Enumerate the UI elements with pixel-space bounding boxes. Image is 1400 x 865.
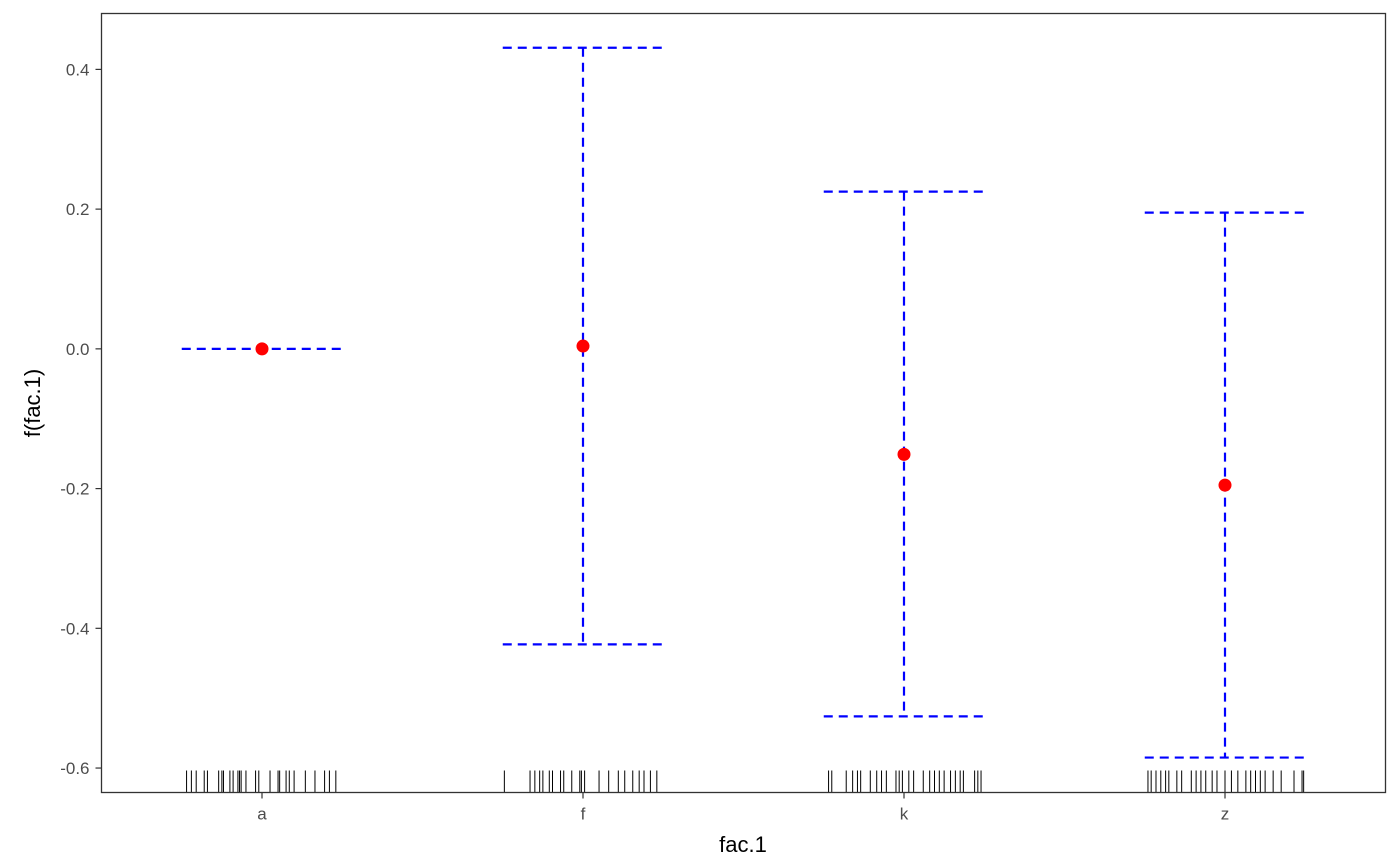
point-k — [897, 447, 911, 461]
x-tick-label-a: a — [257, 805, 267, 824]
point-layer — [255, 339, 1232, 492]
plot-panel-border — [100, 12, 1387, 794]
y-tick-label-0: 0.4 — [66, 60, 90, 79]
y-axis: 0.4 0.2 0.0 -0.2 -0.4 -0.6 — [60, 60, 102, 778]
y-tick-label-1: 0.2 — [66, 200, 90, 219]
point-f — [576, 339, 590, 353]
x-tick-label-f: f — [581, 805, 586, 824]
point-z — [1218, 478, 1232, 492]
x-tick-label-k: k — [900, 805, 909, 824]
plot-background — [101, 13, 1386, 793]
y-tick-label-2: 0.0 — [66, 340, 90, 359]
y-tick-label-4: -0.4 — [60, 619, 89, 638]
x-tick-label-z: z — [1221, 805, 1230, 824]
point-a — [255, 342, 269, 356]
y-tick-label-5: -0.6 — [60, 759, 89, 778]
x-axis-title: fac.1 — [719, 832, 767, 857]
y-tick-label-3: -0.2 — [60, 480, 89, 499]
y-axis-title: f(fac.1) — [20, 369, 45, 437]
rug-layer — [186, 770, 1305, 793]
